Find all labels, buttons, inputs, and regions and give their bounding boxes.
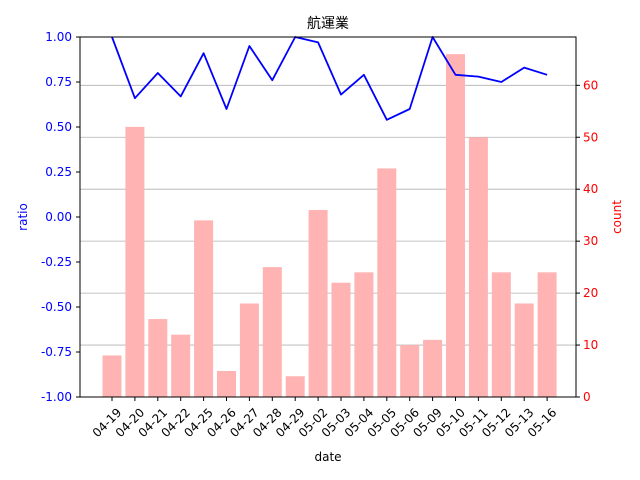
chart-title: 航運業 [307,16,349,32]
bar-count [537,272,557,397]
bar-count [217,371,236,397]
left-tick-label: -0.50 [41,300,72,314]
right-tick-label: 40 [583,182,598,196]
line-layer [111,36,548,121]
bar-count [331,282,351,397]
bar-count [400,345,420,397]
left-tick-label: 0.75 [45,75,72,89]
left-tick-label: -0.75 [41,345,72,359]
x-axis-label: date [314,450,341,464]
bar-count [148,319,168,397]
bar-count [194,220,214,397]
bar-count [377,168,397,397]
bar-count [285,376,305,397]
bar-count [354,272,374,397]
bar-count [423,339,443,397]
right-tick-label: 50 [583,130,598,144]
bar-count [125,126,145,398]
bar-count [446,54,465,398]
left-tick-label: -0.25 [41,255,72,269]
right-tick-label: 10 [583,338,598,352]
left-tick-label: -1.00 [41,390,72,404]
bar-count [239,303,259,397]
x-axis: 04-1904-2004-2104-2204-2504-2604-2704-28… [90,397,559,440]
bar-count [514,303,534,397]
bar-count [491,272,511,397]
right-axis-label: count [610,200,624,234]
bar-layer [102,54,557,398]
bar-count [468,137,488,397]
left-axis-label: ratio [16,203,30,231]
bar-count [102,355,122,397]
left-tick-label: 0.25 [45,165,72,179]
left-tick-label: 0.00 [45,210,72,224]
left-tick-label: 0.50 [45,120,72,134]
right-tick-label: 60 [583,78,598,92]
left-tick-label: 1.00 [45,30,72,44]
right-tick-label: 0 [583,390,591,404]
bar-count [262,267,282,397]
left-axis: -1.00 -0.75 -0.50 -0.25 0.00 0.25 0.50 0.75 1.00 [41,30,80,404]
right-axis: 0 10 20 30 40 50 60 [576,78,598,404]
right-tick-label: 30 [583,234,598,248]
ratio-line [111,36,548,121]
bar-count [171,334,191,397]
bar-count [308,209,328,397]
right-tick-label: 20 [583,286,598,300]
